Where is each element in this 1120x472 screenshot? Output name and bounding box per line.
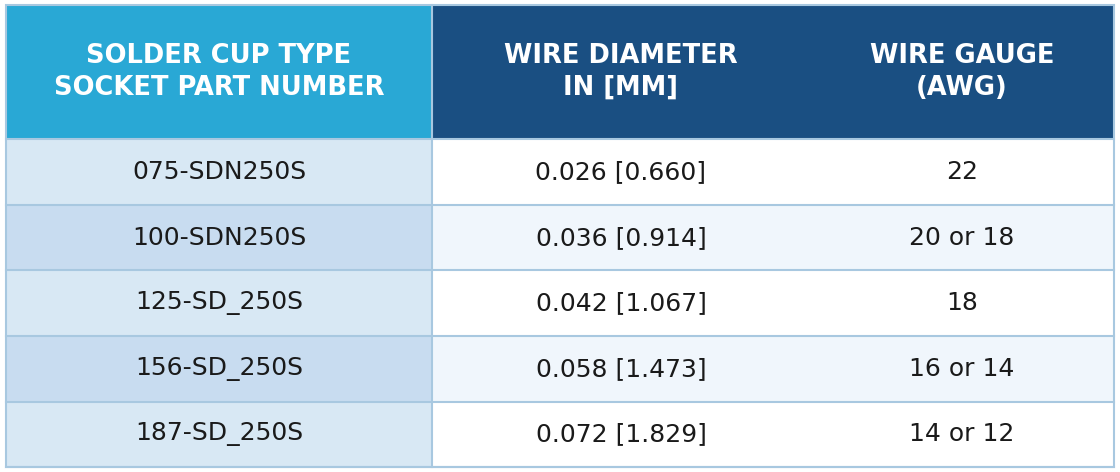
Text: SOLDER CUP TYPE
SOCKET PART NUMBER: SOLDER CUP TYPE SOCKET PART NUMBER [54,43,384,101]
Bar [6,402,432,467]
Text: 16 or 14: 16 or 14 [909,357,1015,381]
Text: 18: 18 [946,291,978,315]
Bar [432,402,810,467]
Bar [6,5,432,139]
Text: 0.072 [1.829]: 0.072 [1.829] [535,422,707,447]
Text: 100-SDN250S: 100-SDN250S [132,226,306,250]
Bar [432,336,810,402]
Text: 22: 22 [946,160,978,184]
Bar [810,270,1114,336]
Text: WIRE DIAMETER
IN [MM]: WIRE DIAMETER IN [MM] [504,43,738,101]
Text: 20 or 18: 20 or 18 [909,226,1015,250]
Text: 0.058 [1.473]: 0.058 [1.473] [535,357,707,381]
Bar [6,205,432,270]
Bar [810,205,1114,270]
Bar [432,205,810,270]
Bar [810,336,1114,402]
Bar [6,270,432,336]
Text: 0.026 [0.660]: 0.026 [0.660] [535,160,707,184]
Bar [432,5,810,139]
Text: 125-SD_250S: 125-SD_250S [136,291,304,315]
Bar [810,5,1114,139]
Text: 14 or 12: 14 or 12 [909,422,1015,447]
Bar [6,336,432,402]
Bar [6,139,432,205]
Bar [810,402,1114,467]
Bar [432,270,810,336]
Bar [432,139,810,205]
Text: 156-SD_250S: 156-SD_250S [136,357,304,381]
Text: 187-SD_250S: 187-SD_250S [136,422,304,447]
Text: 0.042 [1.067]: 0.042 [1.067] [535,291,707,315]
Text: WIRE GAUGE
(AWG): WIRE GAUGE (AWG) [870,43,1054,101]
Text: 075-SDN250S: 075-SDN250S [132,160,306,184]
Bar [810,139,1114,205]
Text: 0.036 [0.914]: 0.036 [0.914] [535,226,707,250]
